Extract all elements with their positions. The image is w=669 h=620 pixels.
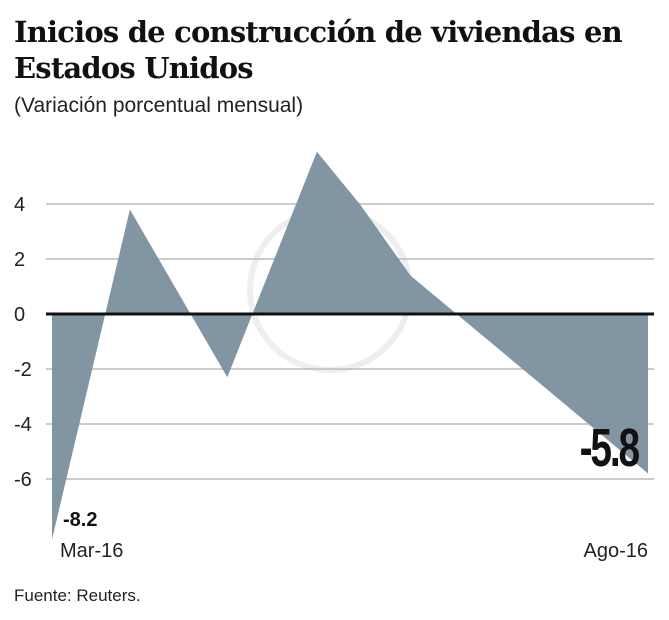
y-tick-label: 0: [14, 304, 25, 326]
area-series: [52, 151, 648, 540]
y-tick-label: -4: [14, 414, 32, 436]
x-tick-label: Mar-16: [60, 540, 123, 562]
annotation-first: -8.2: [63, 509, 97, 531]
y-tick-label: 4: [14, 194, 25, 216]
annotation-last: -5.8: [580, 417, 640, 478]
chart-subtitle: (Variación porcentual mensual): [14, 94, 304, 117]
chart-source: Fuente: Reuters.: [14, 586, 141, 605]
y-tick-label: 2: [14, 249, 25, 271]
y-tick-label: -2: [14, 359, 32, 381]
y-tick-label: -6: [14, 469, 32, 491]
chart-title: Inicios de construcción de viviendas en …: [14, 15, 623, 85]
x-tick-label: Ago-16: [584, 540, 649, 562]
